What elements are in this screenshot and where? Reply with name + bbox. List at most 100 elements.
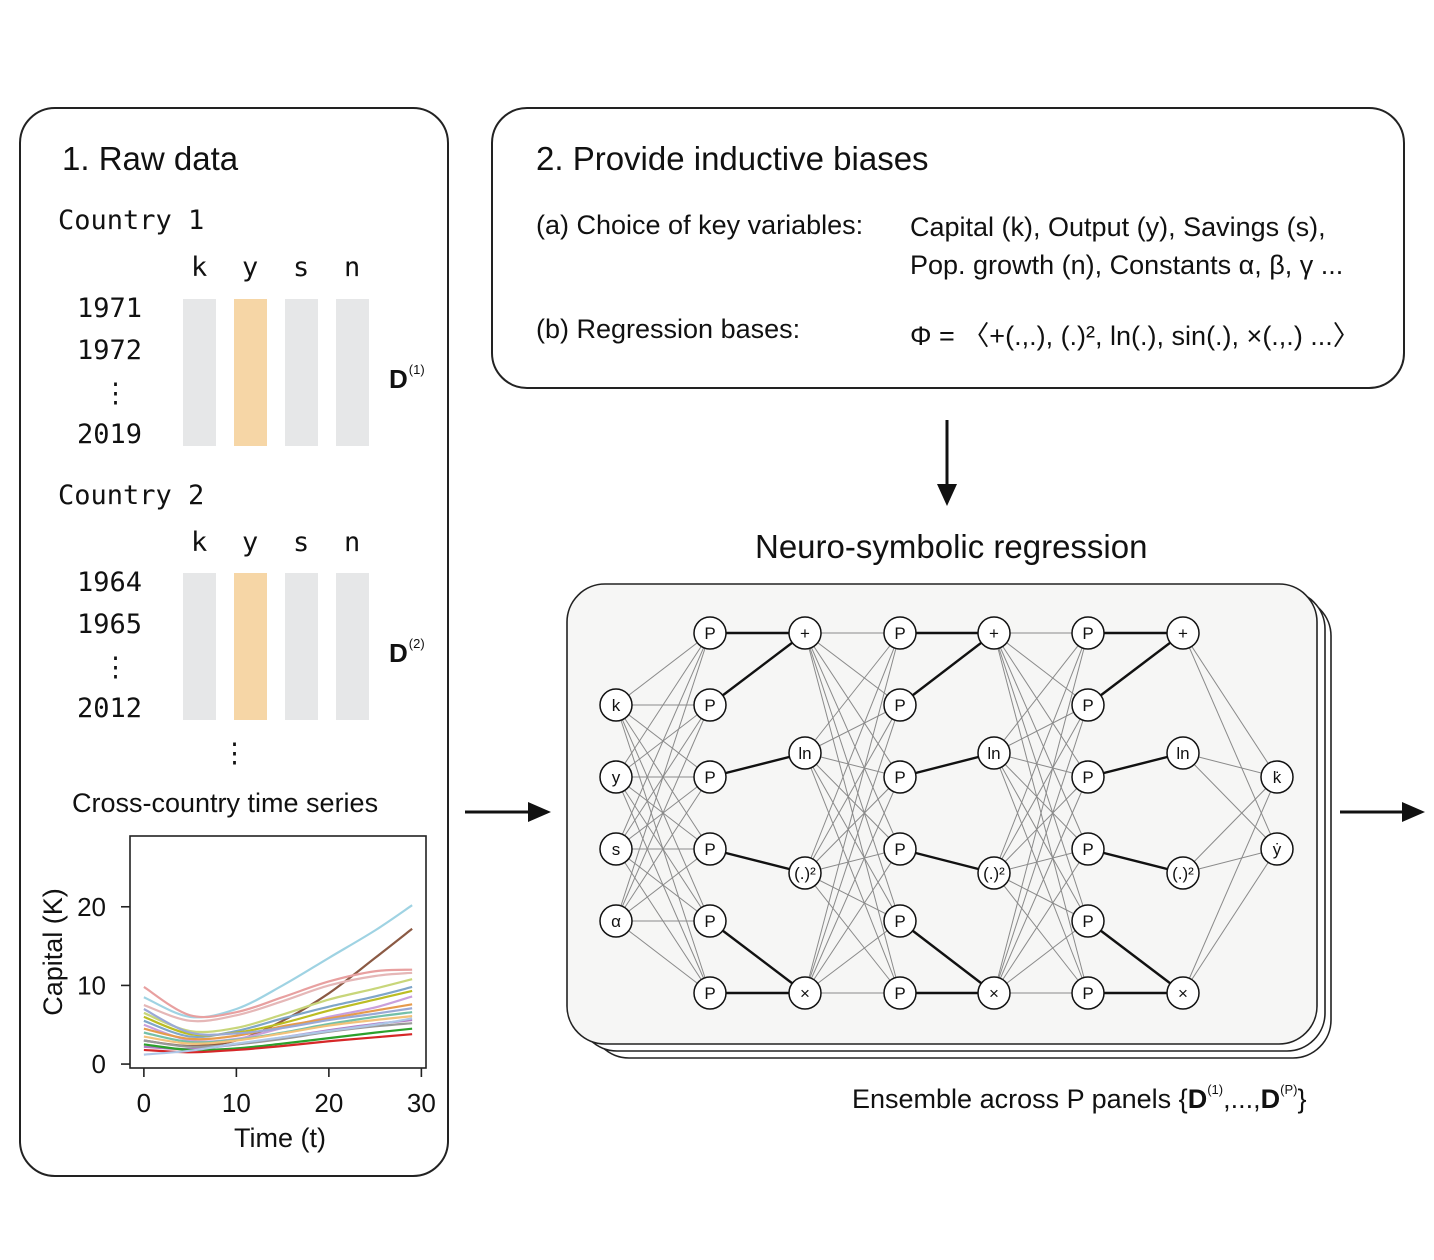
output-node-1: k̇ [1260,760,1294,794]
edge-op-to-proj [804,632,901,754]
country-2-var-k: k [191,527,208,558]
edge-input-to-proj [615,848,711,922]
edge-op-to-proj [993,704,1089,994]
down-arrow-icon [937,420,957,506]
chart-series-line-7 [143,989,413,1037]
projection-node-1-1-label: P [704,624,715,643]
x-tick-label-10: 10 [222,1088,251,1118]
x-tick-label-30: 30 [407,1088,436,1118]
chart-series-line-9 [143,1003,413,1041]
edge-op-to-proj [804,752,901,994]
projection-node-3-6-circle [1071,976,1105,1010]
chart-series-line-1 [143,904,413,1019]
country-2-year-last: 2012 [77,693,143,724]
input-node-4-circle [599,904,633,938]
country-1-var-n: n [344,252,361,283]
edge-op-to-proj [993,920,1089,994]
edge-op-to-proj [993,872,1089,994]
chart-series-line-5 [143,978,413,1034]
projection-node-3-1-circle [1071,616,1105,650]
country-1-var-k: k [191,252,208,283]
projection-node-1-6: P [693,976,727,1010]
country-2-column-n [336,573,369,720]
input-node-2-label: y [612,768,621,787]
edge-op-to-proj [993,704,1089,874]
edge-proj-to-multiply [709,920,806,994]
projection-node-2-3: P [883,760,917,794]
output-node-2-label: ẏ [1273,840,1282,859]
edge-op-to-proj [804,920,901,994]
inductive-biases-title: 2. Provide inductive biases [536,140,929,177]
edge-proj-to-add [1087,632,1184,706]
operator-node-1-2-circle [788,736,822,770]
operator-node-3-4-label: × [1178,984,1188,1003]
operator-node-1-3: (.)² [788,856,822,890]
projection-node-1-1-circle [693,616,727,650]
input-node-3-circle [599,832,633,866]
edge-op-to-proj [993,752,1089,850]
edge-op-to-proj [804,632,901,994]
country-2-year-first: 1964 [77,567,143,598]
input-node-1: k [599,688,633,722]
country-1-column-k [183,299,216,446]
projection-node-2-1-circle [883,616,917,650]
projection-node-2-5-label: P [894,912,905,931]
operator-node-1-4-circle [788,976,822,1010]
country-2-var-n: n [344,527,361,558]
country-1-var-s: s [293,252,310,283]
projection-node-1-5: P [693,904,727,938]
y-tick-label-0: 0 [92,1049,106,1079]
edge-proj-to-add [899,632,995,706]
operator-node-3-1-label: + [1178,624,1188,643]
input-node-3-label: s [612,840,621,859]
operator-node-1-4-label: × [800,984,810,1003]
operator-node-2-3-circle [977,856,1011,890]
key-variables-label: (a) Choice of key variables: [536,210,864,240]
projection-node-1-3: P [693,760,727,794]
edge-op-to-proj [804,704,901,754]
operator-node-2-2: ln [977,736,1011,770]
chart-title: Cross-country time series [72,788,379,818]
chart-series-line-6 [143,985,413,1039]
projection-node-2-6: P [883,976,917,1010]
projection-node-3-6: P [1071,976,1105,1010]
edge-op-to-output [1182,752,1278,850]
projection-node-2-4: P [883,832,917,866]
input-node-1-circle [599,688,633,722]
operator-node-1-3-circle [788,856,822,890]
edge-input-to-proj [615,704,711,922]
chart-series-line-16 [143,1033,413,1054]
operator-node-3-1-circle [1166,616,1200,650]
chart-series-line-14 [143,1022,413,1049]
projection-node-3-4-label: P [1082,840,1093,859]
country-1-year-last: 2019 [77,419,143,450]
projection-node-1-2-circle [693,688,727,722]
edge-op-to-proj [804,704,901,874]
operator-node-3-2: ln [1166,736,1200,770]
projection-node-2-2-circle [883,688,917,722]
dataset-label-2: D(2) [389,636,425,668]
edge-proj-to-multiply [1087,920,1184,994]
edge-proj-to-multiply [899,920,995,994]
country-1-year-second: 1972 [77,335,143,366]
projection-node-2-2-label: P [894,696,905,715]
projection-node-2-3-label: P [894,768,905,787]
projection-node-2-1: P [883,616,917,650]
projection-node-2-2: P [883,688,917,722]
country-2-column-k [183,573,216,720]
country-2-column-s [285,573,318,720]
edge-op-to-proj [993,776,1089,994]
country-1-name: Country 1 [58,205,205,236]
x-axis-label: Time (t) [234,1123,326,1153]
right-arrow-icon-input [465,802,551,822]
edge-op-to-proj [804,776,901,994]
operator-node-1-1-circle [788,616,822,650]
input-node-1-label: k [612,696,621,715]
operator-node-1-1: + [788,616,822,650]
projection-node-1-3-label: P [704,768,715,787]
projection-node-2-1-label: P [894,624,905,643]
regression-bases-value: Φ = 〈+(.,.), (.)², ln(.), sin(.), ×(.,.)… [910,321,1360,351]
chart-series-line-12 [143,1014,413,1045]
edge-op-to-proj [993,632,1089,754]
